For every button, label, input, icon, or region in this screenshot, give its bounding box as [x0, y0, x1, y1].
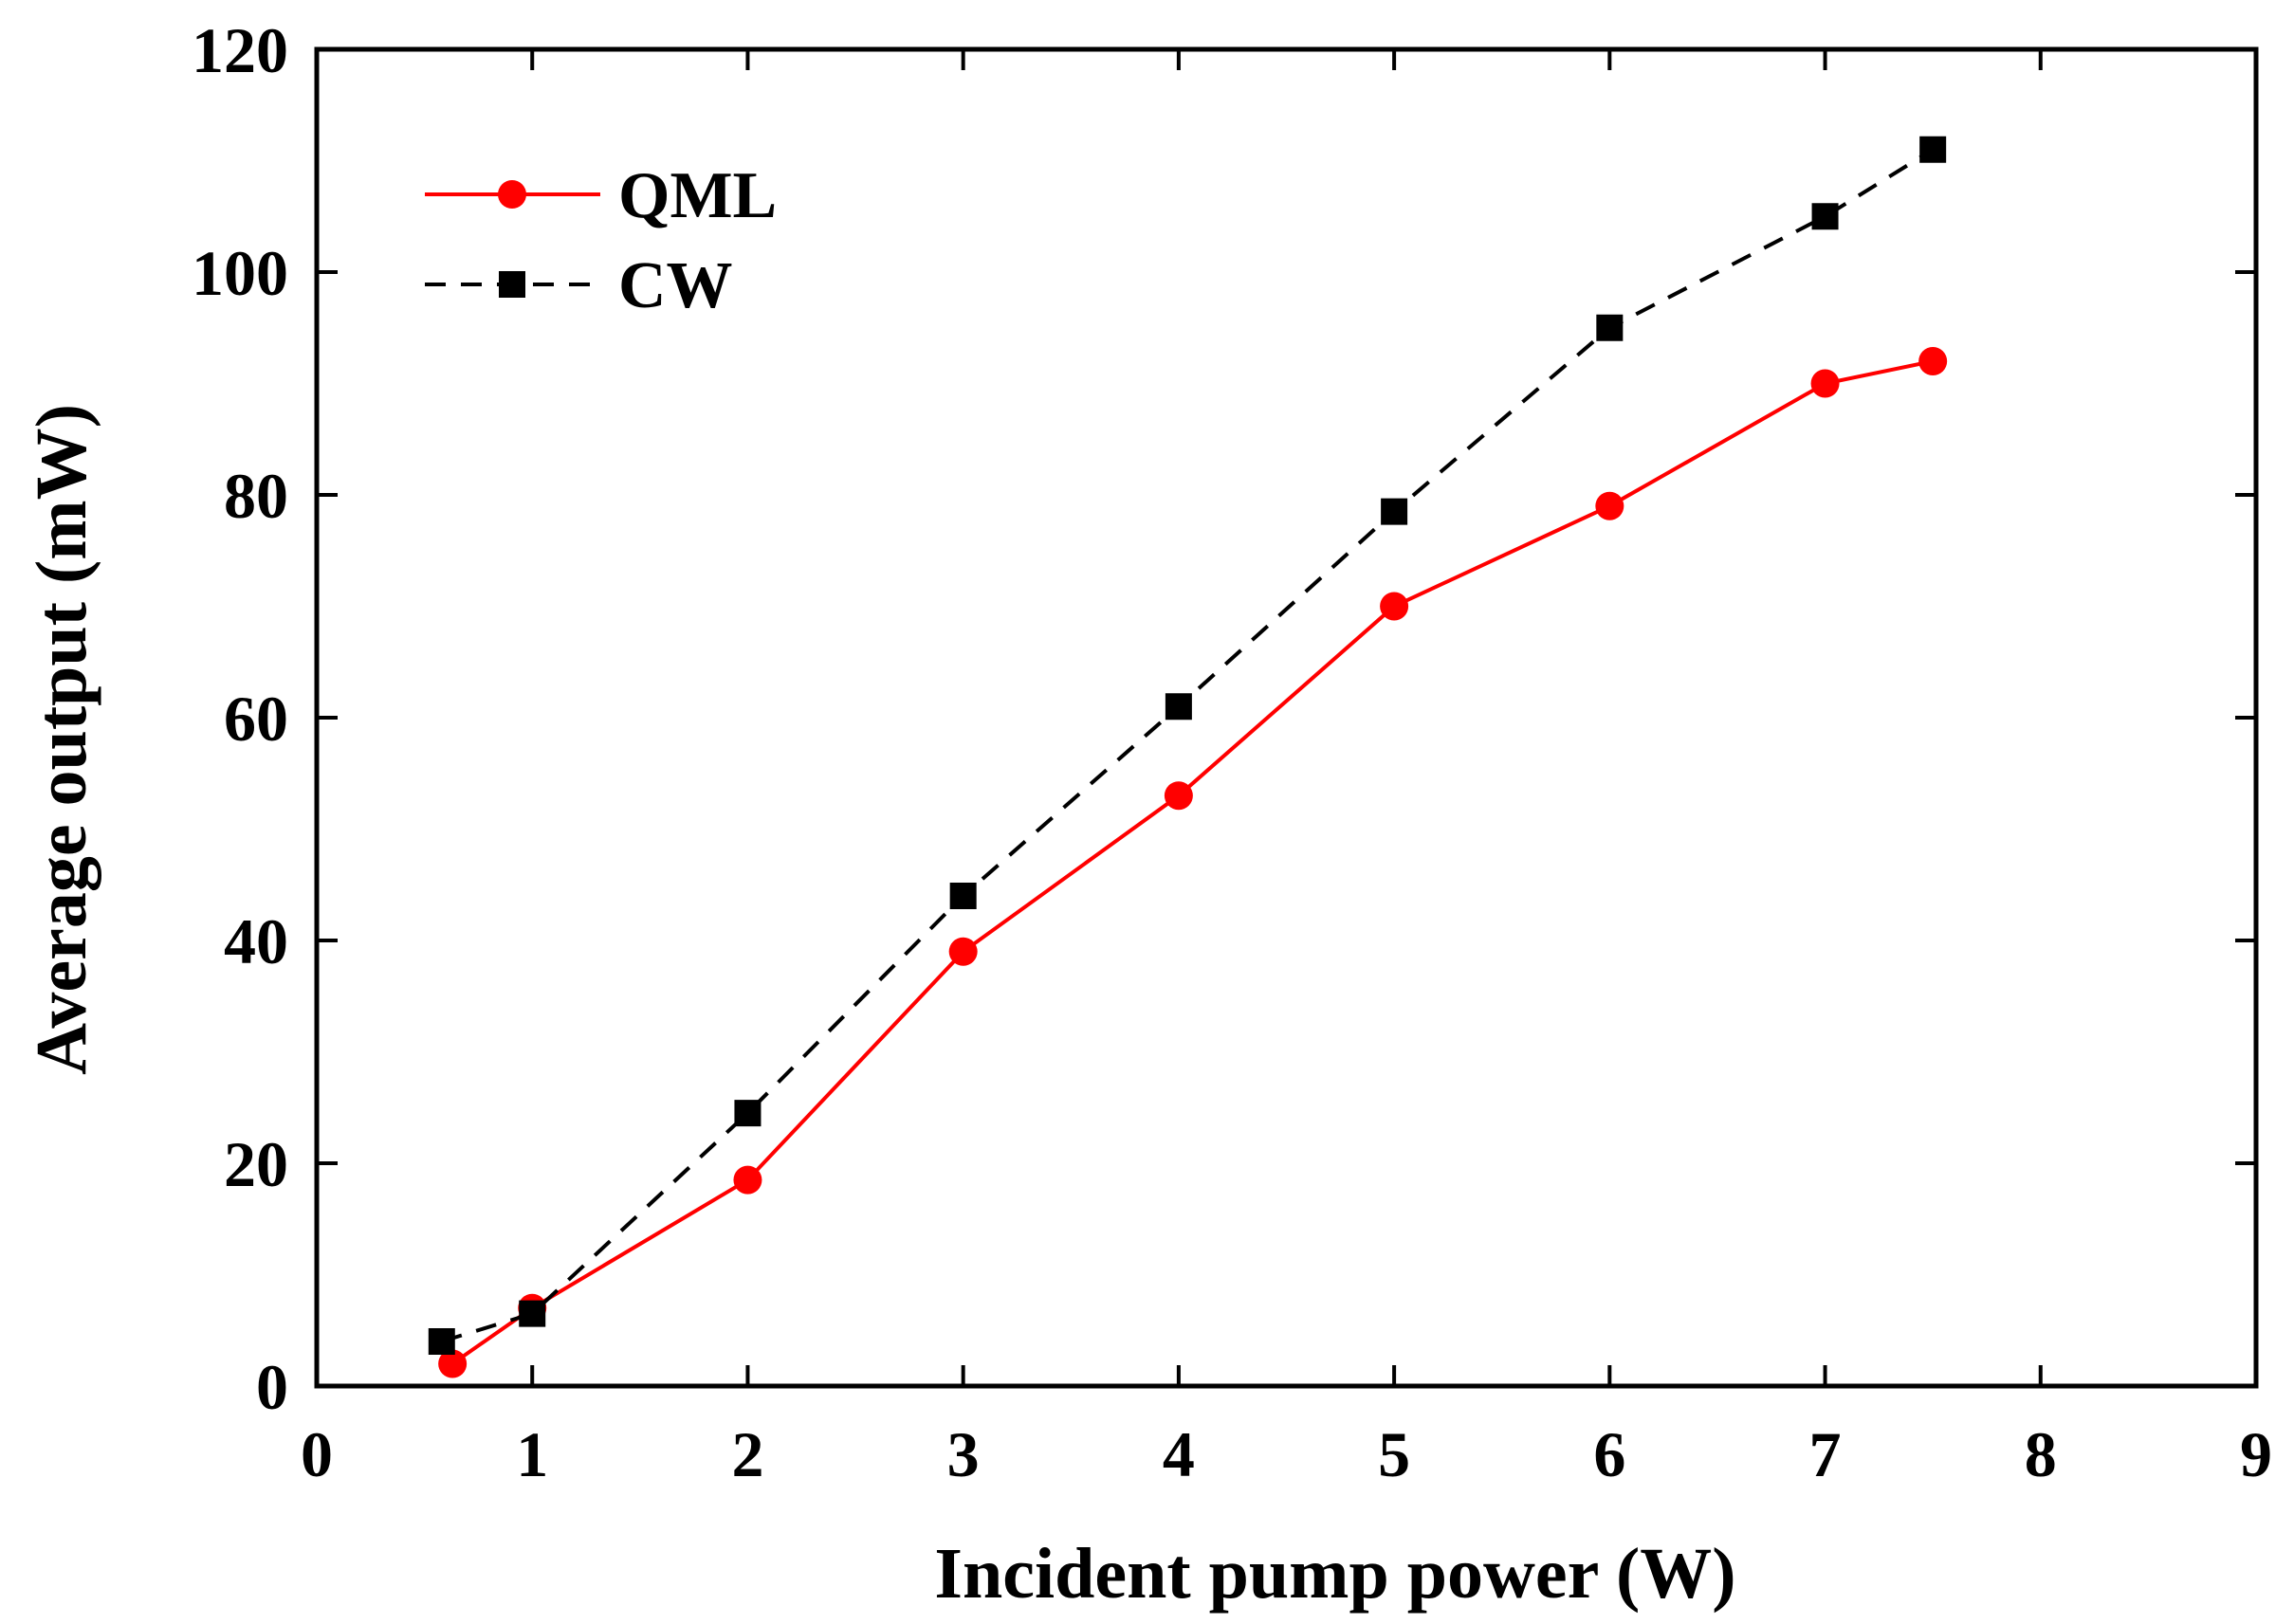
legend-label-cw: CW — [618, 249, 733, 322]
y-tick-label: 120 — [192, 14, 288, 86]
x-tick-label: 3 — [947, 1418, 980, 1490]
data-point-qml — [1810, 369, 1840, 398]
data-point-cw — [1165, 693, 1192, 721]
x-tick-label: 4 — [1163, 1418, 1195, 1490]
data-point-cw — [519, 1300, 546, 1327]
data-point-qml — [1380, 592, 1409, 621]
data-point-qml — [1918, 347, 1948, 375]
y-tick-label: 60 — [224, 683, 288, 755]
data-point-qml — [948, 937, 978, 966]
data-point-qml — [733, 1165, 762, 1195]
data-point-cw — [1596, 314, 1624, 341]
x-tick-label: 0 — [301, 1418, 333, 1490]
x-tick-label: 7 — [1809, 1418, 1842, 1490]
x-tick-label: 2 — [731, 1418, 763, 1490]
y-tick-label: 40 — [224, 905, 288, 977]
x-tick-label: 6 — [1593, 1418, 1625, 1490]
x-tick-label: 8 — [2025, 1418, 2057, 1490]
y-tick-label: 100 — [192, 237, 288, 309]
legend-marker-cw — [499, 271, 525, 298]
data-point-cw — [428, 1328, 455, 1355]
y-tick-label: 20 — [224, 1128, 288, 1200]
legend: QML CW — [425, 159, 777, 322]
axes: 0 1 2 3 4 5 6 7 8 9 0 20 40 60 80 100 120 — [192, 14, 2272, 1490]
x-tick-label: 9 — [2240, 1418, 2272, 1490]
x-tick-label: 1 — [516, 1418, 548, 1490]
data-point-cw — [734, 1100, 762, 1127]
data-point-cw — [1381, 498, 1408, 525]
data-point-cw — [1919, 136, 1947, 163]
y-axis-title: Average output (mW) — [22, 404, 101, 1075]
legend-marker-qml — [498, 180, 526, 209]
data-point-cw — [1811, 203, 1839, 230]
x-axis-title: Incident pump power (W) — [934, 1534, 1735, 1614]
y-tick-label: 0 — [256, 1351, 288, 1423]
data-point-cw — [949, 883, 977, 909]
legend-label-qml: QML — [618, 159, 777, 232]
y-tick-label: 80 — [224, 460, 288, 532]
data-point-qml — [1595, 491, 1624, 520]
series-layer — [428, 136, 1948, 1378]
data-point-qml — [1164, 781, 1193, 811]
x-tick-label: 5 — [1378, 1418, 1410, 1490]
data-point-qml — [438, 1349, 468, 1378]
